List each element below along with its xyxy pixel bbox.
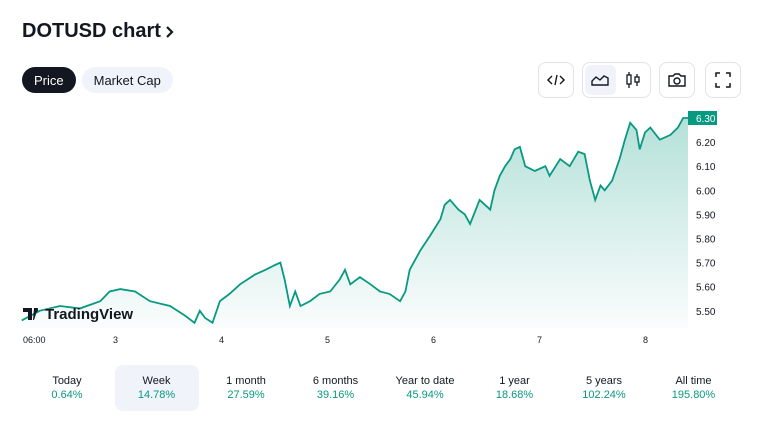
y-tick-label: 6.10 — [696, 162, 716, 173]
period-label: 1 year — [499, 375, 530, 387]
period-change: 18.68% — [495, 389, 534, 401]
period-week[interactable]: Week 14.78% — [114, 365, 199, 411]
candlestick-button[interactable] — [618, 65, 649, 95]
period-label: Year to date — [395, 375, 455, 387]
period-change: 0.64% — [51, 389, 83, 401]
price-chart[interactable]: 6.20 6.10 6.00 5.90 5.80 5.70 5.60 5.50 6.30 06:0… — [0, 105, 768, 355]
code-icon — [547, 74, 565, 86]
x-tick-label: 8 — [643, 335, 648, 345]
y-tick-label: 5.70 — [696, 259, 716, 270]
candlestick-icon — [626, 72, 640, 88]
chart-style-group — [582, 62, 651, 98]
period-label: All time — [675, 375, 712, 387]
embed-button[interactable] — [538, 62, 574, 98]
period-1-year[interactable]: 1 year 18.68% — [473, 365, 557, 411]
y-tick-label: 6.00 — [696, 186, 716, 197]
x-tick-label: 4 — [219, 335, 224, 345]
period-change: 39.16% — [316, 389, 355, 401]
tab-market-cap[interactable]: Market Cap — [81, 67, 173, 93]
price-line — [21, 117, 688, 325]
period-change: 14.78% — [137, 389, 176, 401]
page-title[interactable]: DOTUSD chart — [22, 20, 175, 43]
period-5-years[interactable]: 5 years 102.24% — [562, 365, 646, 411]
tradingview-logo[interactable]: TradingView — [23, 306, 133, 323]
x-tick-label: 7 — [537, 335, 542, 345]
period-change: 195.80% — [671, 389, 716, 401]
period-all-time[interactable]: All time 195.80% — [652, 365, 736, 411]
period-label: 1 month — [226, 375, 266, 387]
period-6-months[interactable]: 6 months 39.16% — [294, 365, 378, 411]
page-title-text: DOTUSD chart — [22, 20, 161, 42]
y-tick-label: 6.20 — [696, 138, 716, 149]
price-area — [21, 118, 688, 328]
period-change: 45.94% — [406, 389, 444, 401]
fullscreen-button[interactable] — [705, 62, 741, 98]
period-change: 27.59% — [227, 389, 265, 401]
chevron-right-icon — [166, 25, 174, 38]
snapshot-button[interactable] — [659, 62, 695, 98]
period-today[interactable]: Today 0.64% — [25, 365, 109, 411]
area-chart-button[interactable] — [585, 65, 616, 95]
camera-icon — [668, 73, 686, 87]
y-tick-label: 5.60 — [696, 283, 716, 294]
tab-price[interactable]: Price — [22, 67, 76, 93]
period-year-to-date[interactable]: Year to date 45.94% — [383, 365, 467, 411]
period-label: 5 years — [585, 375, 623, 387]
x-tick-label: 5 — [325, 335, 330, 345]
x-tick-label: 6 — [431, 335, 436, 345]
last-price-tag — [688, 111, 717, 125]
area-chart-icon — [591, 75, 609, 86]
logo-text: TradingView — [45, 306, 133, 323]
x-tick-label: 06:00 — [23, 335, 46, 345]
period-label: Today — [52, 375, 82, 387]
chart-type-tabs: Price Market Cap — [22, 67, 173, 93]
y-tick-label: 5.80 — [696, 235, 716, 246]
x-tick-label: 3 — [113, 335, 118, 345]
period-label: 6 months — [312, 375, 359, 387]
period-change: 102.24% — [582, 389, 626, 401]
fullscreen-icon — [715, 72, 731, 88]
period-label: Week — [142, 375, 171, 387]
y-tick-label: 5.50 — [696, 307, 716, 318]
period-1-month[interactable]: 1 month 27.59% — [204, 365, 288, 411]
period-selector: Today 0.64% Week 14.78% 1 month 27.59% 6 month… — [25, 365, 745, 411]
last-price-label: 6.30 — [696, 114, 716, 125]
y-tick-label: 5.90 — [696, 210, 716, 221]
